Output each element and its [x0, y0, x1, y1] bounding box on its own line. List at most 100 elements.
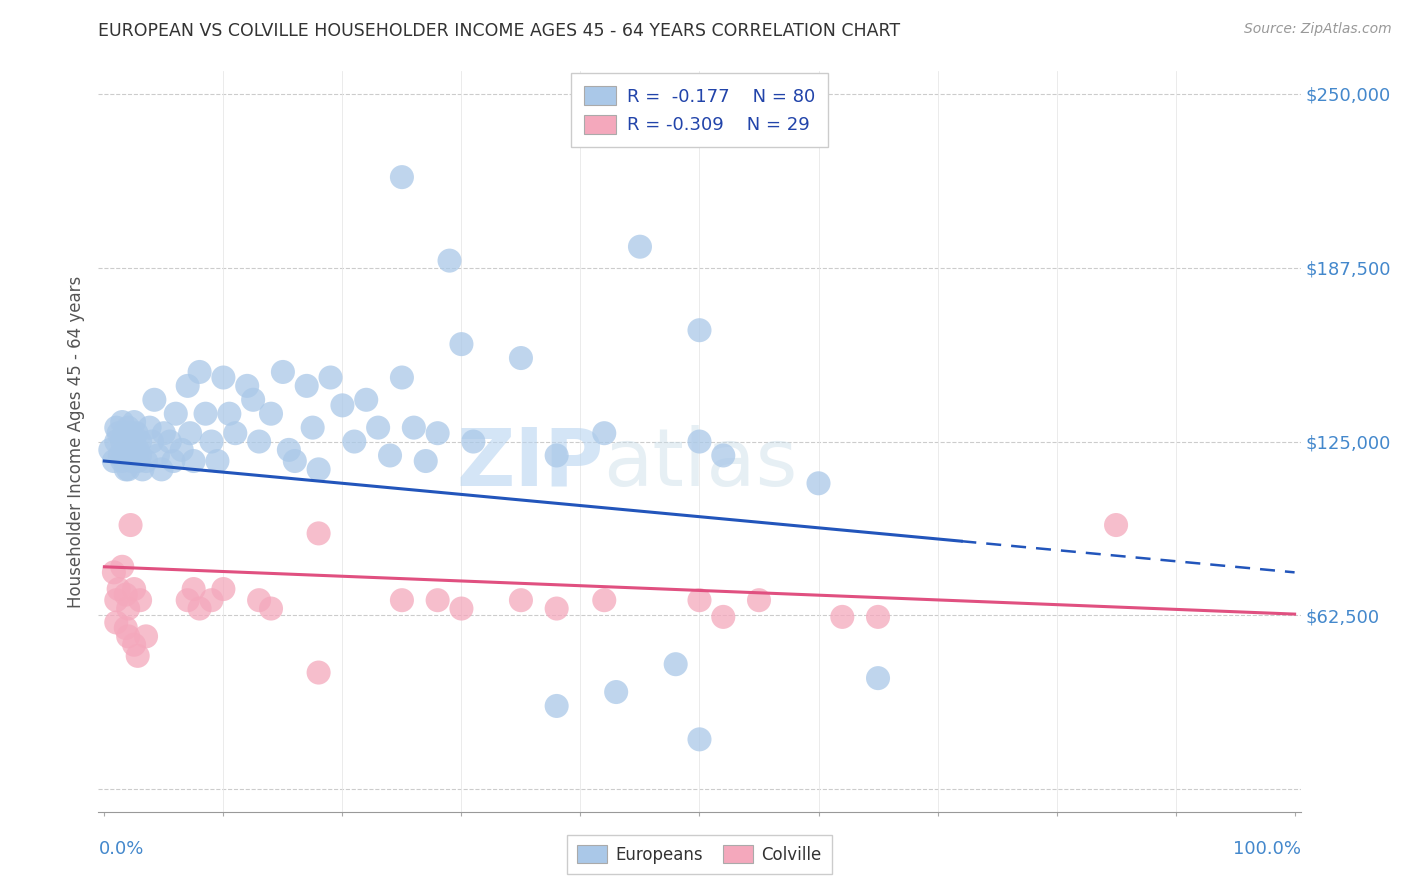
Point [308, 462, 330, 476]
Text: Source: ZipAtlas.com: Source: ZipAtlas.com [1244, 22, 1392, 37]
Point [247, 434, 270, 449]
Point [224, 426, 246, 441]
Point [143, 392, 166, 407]
Point [122, 582, 145, 596]
Point [159, 434, 181, 449]
Point [111, 454, 134, 468]
Point [207, 454, 229, 468]
Point [212, 582, 235, 596]
Point [378, 449, 401, 463]
Point [122, 638, 145, 652]
Point [439, 253, 461, 268]
Point [117, 449, 139, 463]
Point [105, 615, 128, 630]
Point [114, 621, 136, 635]
Point [807, 476, 830, 491]
Point [354, 392, 377, 407]
Point [284, 454, 307, 468]
Point [450, 337, 472, 351]
Point [114, 442, 136, 457]
Point [665, 657, 688, 672]
Text: 100.0%: 100.0% [1233, 840, 1301, 858]
Point [546, 601, 568, 615]
Point [301, 420, 323, 434]
Text: EUROPEAN VS COLVILLE HOUSEHOLDER INCOME AGES 45 - 64 YEARS CORRELATION CHART: EUROPEAN VS COLVILLE HOUSEHOLDER INCOME … [98, 22, 901, 40]
Point [450, 601, 472, 615]
Point [117, 629, 139, 643]
Point [114, 426, 136, 441]
Point [176, 379, 198, 393]
Point [463, 434, 485, 449]
Point [105, 593, 128, 607]
Point [129, 434, 152, 449]
Point [135, 629, 157, 643]
Point [277, 442, 299, 457]
Point [593, 593, 616, 607]
Point [242, 392, 264, 407]
Point [748, 593, 770, 607]
Point [711, 449, 734, 463]
Point [391, 370, 413, 384]
Point [689, 434, 711, 449]
Point [117, 434, 139, 449]
Point [200, 593, 222, 607]
Point [260, 407, 283, 421]
Point [200, 434, 222, 449]
Point [127, 454, 149, 468]
Point [170, 442, 193, 457]
Point [150, 462, 173, 476]
Point [162, 454, 184, 468]
Point [98, 442, 121, 457]
Point [831, 610, 853, 624]
Legend: Europeans, Colville: Europeans, Colville [567, 835, 832, 874]
Point [103, 566, 125, 580]
Point [121, 454, 143, 468]
Point [188, 365, 211, 379]
Point [105, 434, 128, 449]
Point [218, 407, 240, 421]
Point [122, 449, 145, 463]
Point [260, 601, 283, 615]
Text: 0.0%: 0.0% [98, 840, 143, 858]
Point [391, 170, 413, 185]
Point [866, 671, 889, 685]
Point [391, 593, 413, 607]
Point [295, 379, 318, 393]
Point [866, 610, 889, 624]
Point [114, 462, 136, 476]
Point [593, 426, 616, 441]
Point [111, 434, 134, 449]
Point [129, 593, 152, 607]
Point [179, 426, 201, 441]
Point [689, 323, 711, 337]
Text: atlas: atlas [603, 425, 797, 503]
Point [1105, 518, 1128, 533]
Point [135, 454, 157, 468]
Point [111, 415, 134, 429]
Point [415, 454, 437, 468]
Point [188, 601, 211, 615]
Point [127, 648, 149, 663]
Point [271, 365, 294, 379]
Point [103, 454, 125, 468]
Point [546, 449, 568, 463]
Point [108, 449, 131, 463]
Point [176, 593, 198, 607]
Point [628, 240, 651, 254]
Point [367, 420, 389, 434]
Point [689, 593, 711, 607]
Point [426, 593, 449, 607]
Point [107, 426, 129, 441]
Point [122, 415, 145, 429]
Point [146, 449, 169, 463]
Point [120, 518, 142, 533]
Point [111, 559, 134, 574]
Point [165, 407, 187, 421]
Point [332, 398, 354, 412]
Point [711, 610, 734, 624]
Point [138, 420, 160, 434]
Point [122, 434, 145, 449]
Point [117, 462, 139, 476]
Point [183, 582, 205, 596]
Point [117, 601, 139, 615]
